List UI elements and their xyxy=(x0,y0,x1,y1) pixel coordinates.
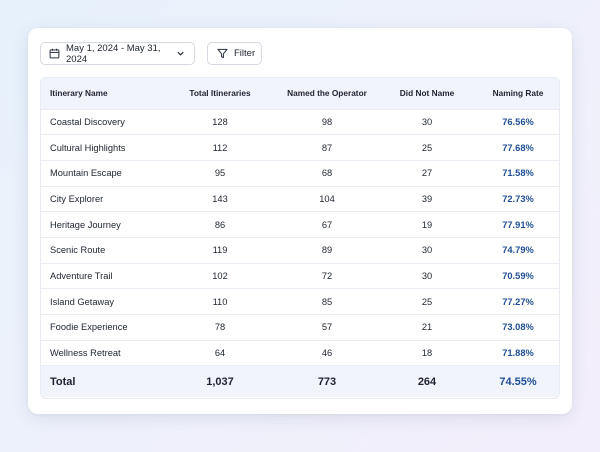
cell-total: 143 xyxy=(212,193,228,204)
cell-not-named: 21 xyxy=(421,322,433,333)
date-range-label: May 1, 2024 - May 31, 2024 xyxy=(66,42,161,65)
cell-itinerary-name: Wellness Retreat xyxy=(50,348,121,359)
cell-named: 67 xyxy=(321,219,333,230)
table-row: Island Getaway 110 85 25 77.27% xyxy=(41,288,559,315)
cell-not-named: 30 xyxy=(421,245,433,256)
cell-not-named: 25 xyxy=(421,142,433,153)
filter-icon xyxy=(217,48,228,59)
cell-not-named: 30 xyxy=(421,270,433,281)
cell-not-named: 30 xyxy=(421,116,433,127)
cell-itinerary-name: Mountain Escape xyxy=(50,168,122,179)
cell-not-named: 39 xyxy=(421,193,433,204)
cell-total: 110 xyxy=(212,296,228,307)
cell-not-named: 19 xyxy=(421,219,433,230)
cell-named: 89 xyxy=(321,245,333,256)
cell-itinerary-name: City Explorer xyxy=(50,193,104,204)
cell-itinerary-name: Scenic Route xyxy=(50,245,106,256)
total-not-named: 264 xyxy=(417,375,437,388)
cell-named: 68 xyxy=(321,168,333,179)
table-row: Cultural Highlights 112 87 25 77.68% xyxy=(41,134,559,161)
chevron-down-icon xyxy=(176,49,185,58)
cell-total: 86 xyxy=(214,219,226,230)
cell-total: 95 xyxy=(214,168,226,179)
table-total-row: Total 1,037 773 264 74.55% xyxy=(41,365,559,397)
cell-total: 119 xyxy=(212,245,228,256)
table-row: Wellness Retreat 64 46 18 71.88% xyxy=(41,340,559,366)
filter-button[interactable]: Filter xyxy=(207,42,262,65)
table-row: Foodie Experience 78 57 21 73.08% xyxy=(41,314,559,341)
cell-named: 98 xyxy=(321,116,333,127)
cell-itinerary-name: Heritage Journey xyxy=(50,219,121,230)
table-header-row: Itinerary Name Total Itineraries Named t… xyxy=(41,78,559,109)
table-row: Mountain Escape 95 68 27 71.58% xyxy=(41,160,559,186)
header-naming-rate[interactable]: Naming Rate xyxy=(492,88,544,99)
cell-itinerary-name: Adventure Trail xyxy=(50,270,113,281)
cell-rate: 70.59% xyxy=(502,270,534,281)
cell-rate: 72.73% xyxy=(502,193,534,204)
cell-rate: 71.88% xyxy=(502,348,534,359)
cell-itinerary-name: Coastal Discovery xyxy=(50,116,125,127)
header-itinerary-name[interactable]: Itinerary Name xyxy=(50,88,108,99)
table-row: Heritage Journey 86 67 19 77.91% xyxy=(41,211,559,238)
cell-not-named: 27 xyxy=(421,168,433,179)
cell-itinerary-name: Island Getaway xyxy=(50,296,115,307)
cell-total: 128 xyxy=(212,116,228,127)
toolbar: May 1, 2024 - May 31, 2024 Filter xyxy=(40,42,262,65)
cell-named: 85 xyxy=(321,296,333,307)
cell-named: 72 xyxy=(321,270,333,281)
table-row: Scenic Route 119 89 30 74.79% xyxy=(41,237,559,263)
cell-total: 64 xyxy=(214,348,226,359)
cell-rate: 73.08% xyxy=(502,322,534,333)
header-total-itineraries[interactable]: Total Itineraries xyxy=(189,88,251,99)
cell-rate: 71.58% xyxy=(502,168,534,179)
cell-named: 87 xyxy=(321,142,333,153)
filter-label: Filter xyxy=(234,48,256,59)
cell-named: 46 xyxy=(321,348,333,359)
cell-rate: 77.27% xyxy=(502,296,534,307)
report-card: May 1, 2024 - May 31, 2024 Filter xyxy=(28,28,572,414)
cell-total: 78 xyxy=(214,322,226,333)
cell-named: 57 xyxy=(321,322,333,333)
header-named-operator[interactable]: Named the Operator xyxy=(287,88,367,99)
itinerary-table: Itinerary Name Total Itineraries Named t… xyxy=(40,77,560,399)
header-did-not-name[interactable]: Did Not Name xyxy=(399,88,455,99)
total-itineraries: 1,037 xyxy=(206,375,234,388)
total-rate: 74.55% xyxy=(499,375,537,388)
cell-itinerary-name: Foodie Experience xyxy=(50,322,128,333)
cell-rate: 77.68% xyxy=(502,142,534,153)
cell-rate: 76.56% xyxy=(502,116,534,127)
cell-itinerary-name: Cultural Highlights xyxy=(50,142,126,153)
calendar-icon xyxy=(49,48,60,59)
table-row: Adventure Trail 102 72 30 70.59% xyxy=(41,263,559,289)
cell-rate: 74.79% xyxy=(502,245,534,256)
cell-not-named: 25 xyxy=(421,296,433,307)
cell-rate: 77.91% xyxy=(502,219,534,230)
cell-named: 104 xyxy=(319,193,335,204)
total-label: Total xyxy=(50,375,76,388)
cell-not-named: 18 xyxy=(421,348,433,359)
table-row: Coastal Discovery 128 98 30 76.56% xyxy=(41,109,559,135)
cell-total: 112 xyxy=(212,142,228,153)
total-named: 773 xyxy=(317,375,337,388)
cell-total: 102 xyxy=(212,270,228,281)
table-row: City Explorer 143 104 39 72.73% xyxy=(41,186,559,212)
date-range-picker[interactable]: May 1, 2024 - May 31, 2024 xyxy=(40,42,195,65)
